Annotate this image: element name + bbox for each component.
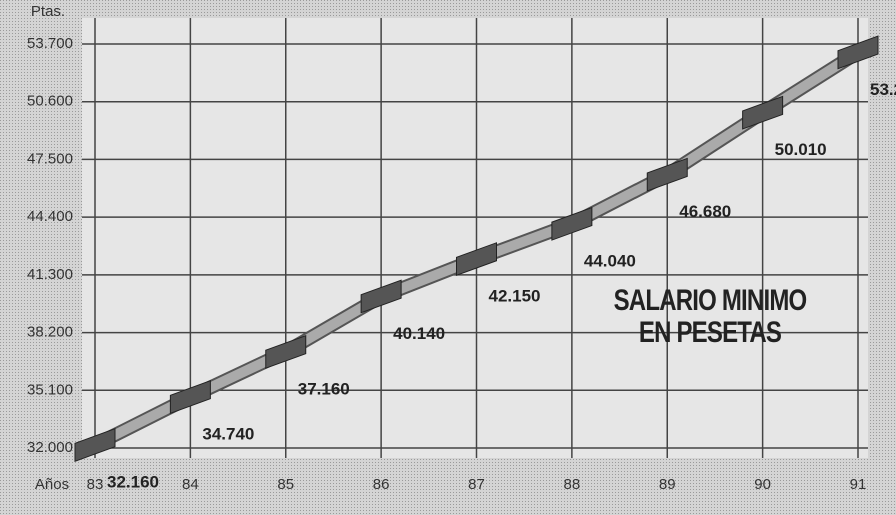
y-tick-label: 50.600 xyxy=(27,93,73,110)
data-label: 40.140 xyxy=(393,324,445,343)
x-tick-label: 84 xyxy=(182,476,199,493)
x-tick-label: 85 xyxy=(277,476,294,493)
y-tick-label: 32.000 xyxy=(27,439,73,456)
x-tick-label: 89 xyxy=(659,476,676,493)
data-label: 46.680 xyxy=(679,202,731,221)
y-axis-label: Ptas. xyxy=(31,3,65,20)
data-label: 44.040 xyxy=(584,251,636,270)
data-label: 53.250 xyxy=(870,80,896,99)
data-label: 37.160 xyxy=(298,379,350,398)
y-tick-label: 44.400 xyxy=(27,208,73,225)
y-tick-label: 38.200 xyxy=(27,324,73,341)
chart-title: SALARIO MINIMO EN PESETAS xyxy=(602,285,818,349)
x-tick-label: 90 xyxy=(754,476,771,493)
y-tick-label: 47.500 xyxy=(27,150,73,167)
x-tick-label: 91 xyxy=(850,476,867,493)
x-tick-label: 86 xyxy=(373,476,390,493)
x-tick-label: 87 xyxy=(468,476,485,493)
data-label: 32.160 xyxy=(107,473,159,492)
data-label: 42.150 xyxy=(489,287,541,306)
y-tick-label: 41.300 xyxy=(27,266,73,283)
chart: Ptas. Años 32.000 35.100 38.200 41.300 44.40… xyxy=(0,0,896,515)
data-label: 34.740 xyxy=(202,424,254,443)
data-label: 50.010 xyxy=(775,140,827,159)
y-tick-label: 53.700 xyxy=(27,35,73,52)
x-axis-label: Años xyxy=(35,476,69,493)
x-tick-label: 83 xyxy=(87,476,104,493)
x-tick-label: 88 xyxy=(564,476,581,493)
y-tick-label: 35.100 xyxy=(27,381,73,398)
